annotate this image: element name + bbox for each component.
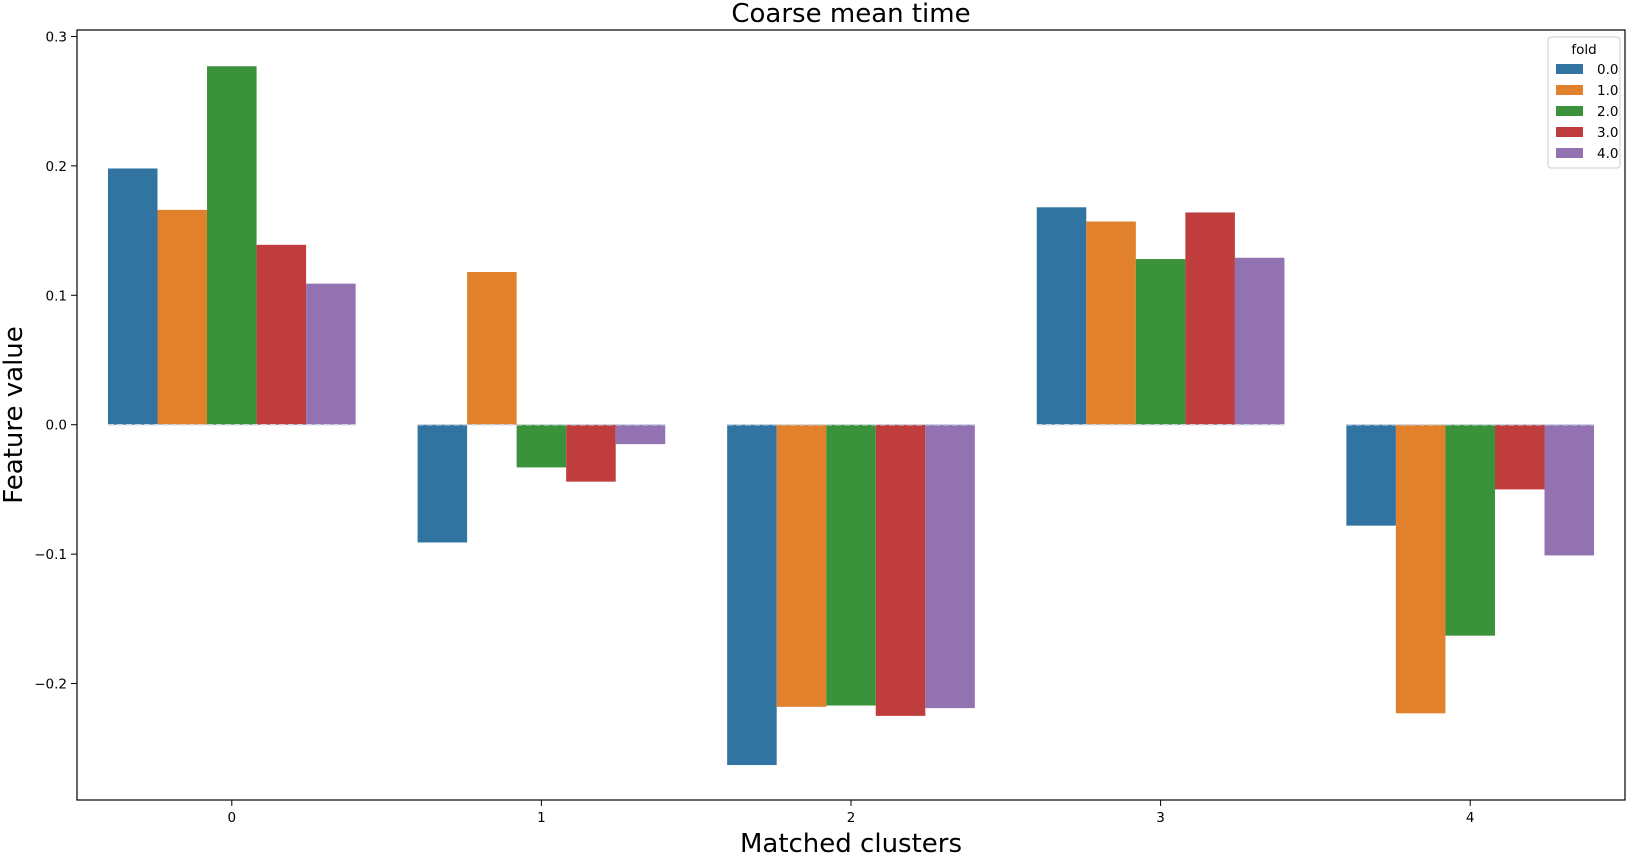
- x-tick-label: 2: [847, 810, 856, 826]
- legend-swatch-4.0: [1556, 148, 1583, 158]
- bar-cluster-2-fold-1.0: [776, 424, 827, 707]
- bar-cluster-1-fold-3.0: [566, 424, 616, 482]
- bar-cluster-4-fold-1.0: [1395, 424, 1446, 714]
- y-tick-label: 0.3: [46, 29, 67, 45]
- bar-cluster-0-fold-4.0: [306, 283, 356, 425]
- y-tick-label: 0.2: [46, 159, 67, 175]
- legend-title: fold: [1571, 42, 1596, 58]
- legend-swatch-0.0: [1556, 64, 1583, 74]
- legend-swatch-2.0: [1556, 106, 1583, 116]
- legend-label-0.0: 0.0: [1597, 62, 1618, 78]
- y-tick-label: 0.0: [46, 418, 67, 434]
- bar-cluster-2-fold-3.0: [875, 424, 926, 716]
- bar-cluster-4-fold-3.0: [1494, 424, 1545, 490]
- bar-cluster-3-fold-0.0: [1036, 207, 1087, 425]
- bar-cluster-4-fold-4.0: [1544, 424, 1595, 556]
- bar-cluster-2-fold-4.0: [925, 424, 975, 709]
- bar-cluster-1-fold-1.0: [467, 272, 517, 425]
- bar-cluster-2-fold-2.0: [826, 424, 876, 706]
- y-tick-label: −0.2: [34, 677, 67, 693]
- bar-cluster-3-fold-1.0: [1086, 221, 1136, 425]
- y-axis-label: Feature value: [0, 326, 29, 504]
- bar-cluster-4-fold-2.0: [1445, 424, 1495, 636]
- bar-cluster-0-fold-0.0: [107, 168, 158, 425]
- bar-cluster-0-fold-2.0: [207, 66, 257, 425]
- chart-title: Coarse mean time: [731, 0, 970, 29]
- legend-swatch-1.0: [1556, 85, 1583, 95]
- legend-label-1.0: 1.0: [1597, 83, 1618, 99]
- legend-label-3.0: 3.0: [1597, 125, 1618, 141]
- y-tick-label: 0.1: [46, 288, 67, 304]
- legend-label-4.0: 4.0: [1597, 146, 1618, 162]
- bar-cluster-3-fold-4.0: [1234, 257, 1285, 425]
- bar-cluster-0-fold-3.0: [256, 244, 307, 425]
- bar-cluster-0-fold-1.0: [157, 209, 208, 425]
- y-tick-label: −0.1: [34, 547, 67, 563]
- x-tick-label: 4: [1466, 810, 1475, 826]
- bar-cluster-2-fold-0.0: [727, 424, 777, 766]
- y-axis: −0.2 −0.1 0.0 0.1 0.2 0.3: [34, 29, 77, 693]
- x-axis: 0 1 2 3 4: [228, 800, 1475, 826]
- bar-cluster-4-fold-0.0: [1346, 424, 1396, 526]
- bar-cluster-1-fold-4.0: [615, 424, 666, 445]
- x-tick-label: 0: [228, 810, 237, 826]
- legend-label-2.0: 2.0: [1597, 104, 1618, 120]
- bar-cluster-3-fold-3.0: [1185, 212, 1235, 425]
- legend-swatch-3.0: [1556, 127, 1583, 137]
- x-tick-label: 1: [537, 810, 546, 826]
- x-tick-label: 3: [1156, 810, 1165, 826]
- x-axis-label: Matched clusters: [740, 829, 962, 857]
- bar-cluster-1-fold-0.0: [417, 424, 468, 543]
- bar-cluster-3-fold-2.0: [1135, 259, 1186, 425]
- bar-cluster-1-fold-2.0: [516, 424, 567, 468]
- bars-layer: [107, 66, 1595, 766]
